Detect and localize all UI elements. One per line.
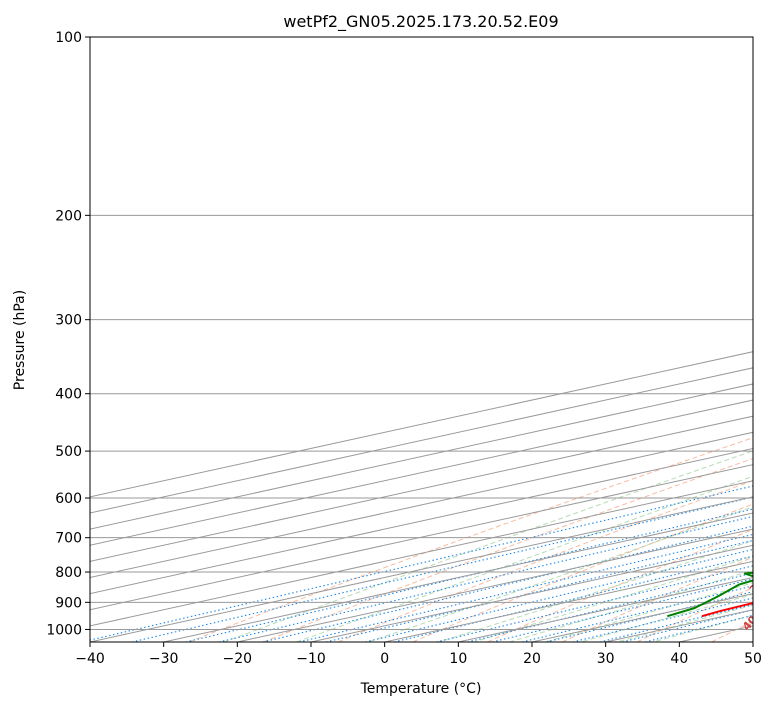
dry-adiabat-label: 30	[747, 576, 767, 596]
mixing-ratio-line	[131, 496, 753, 642]
y-tick-label: 600	[55, 491, 82, 507]
moist-adiabat	[223, 628, 258, 642]
moist-adiabat	[662, 604, 753, 630]
dry-adiabat-label: 20	[769, 536, 775, 556]
y-tick-label: 900	[55, 595, 82, 611]
dry-adiabat	[412, 503, 753, 642]
dry-adiabat	[487, 528, 753, 642]
isotherm	[90, 431, 753, 578]
y-tick-label: 200	[55, 208, 82, 224]
moist-adiabat	[257, 450, 753, 630]
plot-frame	[89, 36, 754, 643]
isotherm	[90, 399, 753, 546]
moist-adiabat	[589, 582, 753, 630]
mixing-ratio-line	[185, 508, 753, 642]
x-tick-label: 10	[449, 651, 467, 667]
dry-adiabat	[338, 480, 753, 642]
x-tick-label: −20	[223, 651, 253, 667]
isotherm	[310, 544, 753, 642]
isotherm	[752, 641, 753, 642]
x-tick-label: −40	[75, 651, 105, 667]
moist-adiabat	[580, 628, 627, 642]
mixing-ratio-line	[622, 609, 753, 642]
mixing-ratio-line	[521, 585, 753, 642]
mixing-ratio-line	[467, 572, 753, 642]
dry-adiabat-label: 40	[740, 613, 760, 633]
dry-adiabat	[636, 586, 753, 642]
mixing-ratio-lines	[90, 485, 753, 642]
mixing-ratio-line	[572, 597, 753, 642]
sounding-profiles	[667, 571, 753, 618]
dry-adiabat	[188, 437, 753, 642]
line-labels: 0.10.20.40.611.52346810131620253036-100-…	[740, 536, 775, 633]
skewed-isotherms	[90, 351, 753, 642]
dry-adiabat	[263, 457, 753, 642]
isotherm	[90, 367, 753, 514]
isotherm	[90, 415, 753, 562]
mixing-ratio-line	[492, 578, 753, 642]
y-tick-label: 1000	[46, 622, 82, 638]
x-tick-label: −10	[296, 651, 326, 667]
dry-adiabat	[562, 556, 753, 642]
x-tick-label: 20	[523, 651, 541, 667]
moist-adiabat	[552, 569, 753, 630]
moist-adiabats	[223, 450, 753, 642]
mixing-ratio-line	[325, 539, 753, 642]
moist-adiabat	[652, 628, 700, 642]
plot-area: 0.10.20.40.611.52346810131620253036-100-…	[90, 37, 775, 642]
x-tick-label: 40	[670, 651, 688, 667]
isotherm	[90, 351, 753, 498]
moist-adiabat	[331, 475, 753, 630]
x-tick-label: 0	[380, 651, 389, 667]
x-axis-label: Temperature (°C)	[360, 681, 482, 697]
moist-adiabat	[478, 540, 753, 630]
pressure-gridlines	[90, 37, 753, 630]
mixing-ratio-line	[262, 525, 753, 642]
y-tick-label: 700	[55, 531, 82, 547]
y-tick-label: 400	[55, 387, 82, 403]
isotherm	[90, 447, 753, 595]
y-tick-label: 500	[55, 444, 82, 460]
isotherm	[90, 464, 753, 611]
y-tick-label: 100	[55, 30, 82, 46]
mixing-ratio-line	[90, 485, 753, 641]
x-tick-label: 30	[597, 651, 615, 667]
moist-adiabat	[699, 614, 753, 630]
mixing-ratio-line	[218, 515, 753, 642]
isotherm	[163, 512, 753, 642]
y-tick-label: 800	[55, 565, 82, 581]
isotherm	[90, 480, 753, 627]
moist-adiabat	[405, 506, 753, 630]
axes: −40 −30 −20 −10 0 10 20 30 40 50 100 200 300 400 500 60…	[46, 30, 762, 667]
y-tick-label: 300	[55, 313, 82, 329]
moist-adiabat	[296, 628, 332, 642]
x-tick-label: −30	[149, 651, 179, 667]
moist-adiabat	[473, 628, 516, 642]
dry-adiabats	[188, 437, 753, 642]
isotherm	[90, 383, 753, 530]
y-axis-label: Pressure (hPa)	[12, 290, 28, 390]
dewpoint-line	[667, 571, 753, 618]
isotherm	[90, 496, 753, 642]
x-tick-label: 50	[744, 651, 762, 667]
chart-title: wetPf2_GN05.2025.173.20.52.E09	[283, 12, 558, 32]
mixing-ratio-line	[546, 591, 753, 642]
mixing-ratio-line	[599, 603, 753, 642]
isotherm	[237, 528, 753, 642]
